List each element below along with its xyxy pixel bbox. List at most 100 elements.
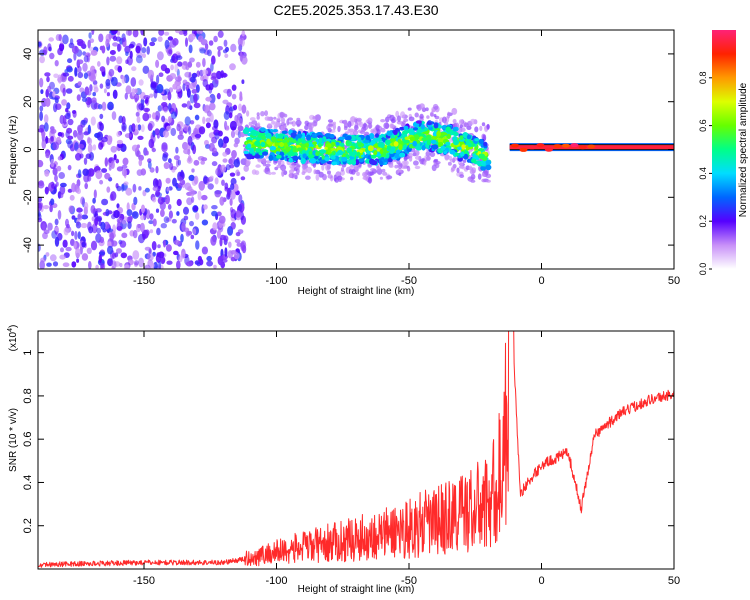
heatmap-cell xyxy=(90,205,96,214)
heatmap-cell xyxy=(96,227,102,234)
heatmap-cell xyxy=(467,176,474,182)
heatmap-cell xyxy=(54,60,59,67)
heatmap-cell xyxy=(93,189,97,199)
heatmap-cell xyxy=(90,116,96,126)
heatmap-cell xyxy=(177,176,183,182)
heatmap-cell xyxy=(287,121,294,125)
heatmap-cell xyxy=(128,216,133,221)
heatmap-cell xyxy=(438,142,444,147)
heatmap-cell xyxy=(248,121,253,126)
heatmap-cell xyxy=(66,127,73,134)
heatmap-cell xyxy=(75,221,82,229)
heatmap-cell xyxy=(238,204,243,212)
heatmap-cell xyxy=(52,141,59,151)
heatmap-cell xyxy=(325,143,332,148)
heatmap-cell xyxy=(122,220,126,225)
heatmap-cell xyxy=(276,117,281,122)
heatmap-cell xyxy=(147,69,155,80)
heatmap-cell xyxy=(445,126,451,133)
heatmap-cell xyxy=(140,124,145,133)
heatmap-cell xyxy=(414,165,421,170)
heatmap-cell xyxy=(254,170,260,176)
heatmap-cell xyxy=(358,121,363,128)
heatmap-cell xyxy=(379,176,383,180)
heatmap-cell xyxy=(152,178,159,188)
heatmap-cell xyxy=(336,149,344,156)
heatmap-cell xyxy=(178,92,182,99)
heatmap-cell xyxy=(255,131,260,136)
heatmap-cell xyxy=(71,45,79,54)
heatmap-cell xyxy=(132,30,139,38)
heatmap-cell xyxy=(209,175,214,180)
spectrogram-y-ticks: -40 -20 0 20 40 xyxy=(22,48,674,253)
heatmap-cell xyxy=(233,142,239,148)
heatmap-cell xyxy=(350,159,356,165)
heatmap-cell xyxy=(149,93,154,98)
heatmap-cell xyxy=(200,160,205,165)
heatmap-cell xyxy=(211,205,218,210)
heatmap-cell xyxy=(254,140,261,146)
heatmap-cell xyxy=(416,104,420,110)
heatmap-cell xyxy=(368,133,375,140)
heatmap-cell xyxy=(230,183,235,191)
heatmap-cell xyxy=(167,204,172,210)
heatmap-cell xyxy=(419,103,425,110)
heatmap-cell xyxy=(163,239,166,248)
heatmap-cell xyxy=(203,175,208,185)
heatmap-cell xyxy=(135,111,140,117)
heatmap-cell xyxy=(38,181,45,189)
heatmap-cell xyxy=(76,188,81,195)
heatmap-cell xyxy=(370,128,375,134)
heatmap-cell xyxy=(440,132,448,136)
heatmap-cell xyxy=(281,170,285,177)
heatmap-cell xyxy=(74,230,78,240)
heatmap-cell xyxy=(462,159,467,163)
heatmap-cell xyxy=(486,123,490,130)
heatmap-cell xyxy=(111,76,118,87)
heatmap-cell xyxy=(474,126,479,133)
heatmap-cell xyxy=(451,166,456,172)
heatmap-cell xyxy=(89,46,94,52)
heatmap-cell xyxy=(63,227,69,236)
heatmap-cell xyxy=(136,115,141,124)
heatmap-cell xyxy=(347,128,351,134)
heatmap-cell xyxy=(309,127,313,133)
heatmap-cell xyxy=(77,72,84,79)
heatmap-cell xyxy=(47,222,53,231)
heatmap-cell xyxy=(66,102,71,110)
heatmap-cell xyxy=(183,123,189,132)
heatmap-cell xyxy=(350,134,356,141)
heatmap-cell xyxy=(43,229,50,234)
heatmap-cell xyxy=(287,151,295,157)
heatmap-cell xyxy=(98,33,104,43)
heatmap-cell xyxy=(141,47,147,54)
heatmap-cell xyxy=(38,202,43,212)
colorbar-tick-label: 0.2 xyxy=(698,215,708,228)
snr-x-ticks: -150 -100 -50 0 50 xyxy=(133,331,680,587)
heatmap-cell xyxy=(128,43,135,49)
heatmap-cell xyxy=(43,205,50,210)
heatmap-cell xyxy=(169,73,177,80)
heatmap-cell xyxy=(52,167,58,176)
heatmap-cell xyxy=(297,138,303,144)
heatmap-cell xyxy=(210,235,217,246)
heatmap-cell xyxy=(214,78,219,85)
heatmap-cell xyxy=(77,59,84,65)
heatmap-cell xyxy=(274,142,279,147)
heatmap-cell xyxy=(126,202,130,212)
heatmap-cell xyxy=(388,164,394,168)
heatmap-cell xyxy=(144,264,151,269)
heatmap-cell xyxy=(449,149,456,155)
heatmap-cell xyxy=(226,88,232,97)
heatmap-cell xyxy=(188,71,192,82)
heatmap-cell xyxy=(326,125,331,131)
heatmap-cell xyxy=(544,147,553,152)
heatmap-cell xyxy=(308,122,314,130)
heatmap-cell xyxy=(478,138,484,145)
heatmap-cell xyxy=(62,87,66,97)
heatmap-cell xyxy=(67,75,74,82)
heatmap-cell xyxy=(163,106,169,113)
heatmap-cell xyxy=(511,143,519,148)
heatmap-cell xyxy=(110,191,117,201)
heatmap-cell xyxy=(240,176,246,181)
